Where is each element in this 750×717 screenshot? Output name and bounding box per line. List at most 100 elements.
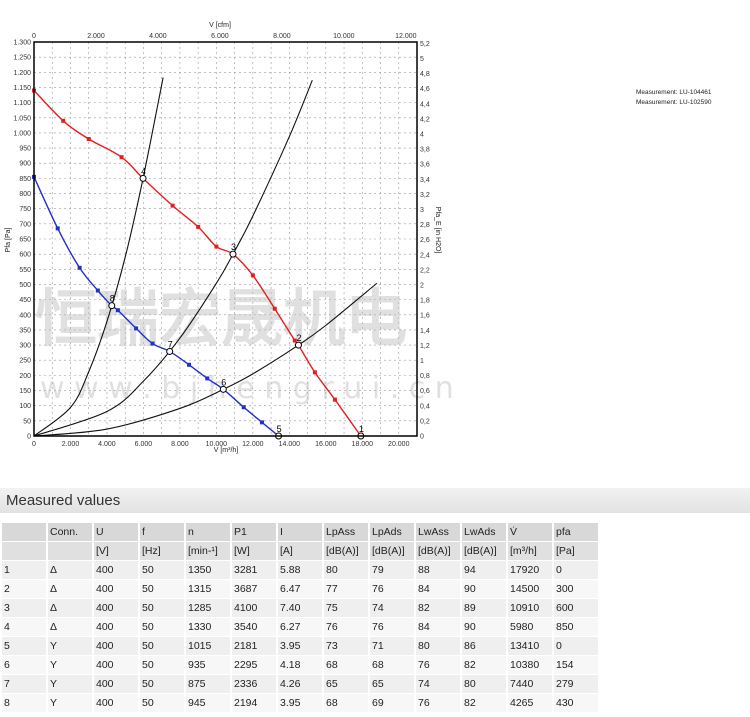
- table-cell: 76: [370, 580, 414, 598]
- y-tick-label: 800: [19, 191, 31, 198]
- y-tick-label: 350: [19, 327, 31, 334]
- table-cell: 68: [324, 656, 368, 674]
- y2-axis-label: Pfa_E [in H2O]: [434, 207, 441, 254]
- measurement-label-1: Measurement: LU-104461: [636, 89, 712, 96]
- table-cell: 400: [94, 599, 138, 617]
- operating-point: [294, 341, 302, 349]
- table-cell: 1315: [186, 580, 230, 598]
- data-point: [214, 244, 219, 249]
- measured-values-title: Measured values: [6, 492, 121, 509]
- y-tick-label: 600: [19, 252, 31, 259]
- y2-tick-label: 3: [420, 207, 424, 214]
- table-cell: 1330: [186, 618, 230, 636]
- y-tick-label: 300: [19, 343, 31, 350]
- operating-point: [229, 250, 237, 258]
- table-cell: 76: [416, 656, 460, 674]
- table-cell: 935: [186, 656, 230, 674]
- table-cell: 88: [416, 561, 460, 579]
- table-cell: 945: [186, 694, 230, 712]
- y-tick-label: 200: [19, 373, 31, 380]
- operating-point: [139, 174, 147, 182]
- x2-tick-label: 8.000: [273, 33, 291, 40]
- table-cell: 3687: [232, 580, 276, 598]
- y-tick-label: 400: [19, 312, 31, 319]
- table-cell: 2: [2, 580, 46, 598]
- y-tick-label: 150: [19, 388, 31, 395]
- table-cell: 68: [370, 656, 414, 674]
- table-cell: 84: [416, 580, 460, 598]
- table-cell: 79: [370, 561, 414, 579]
- x2-tick-label: 6.000: [211, 33, 229, 40]
- table-cell: 90: [462, 618, 506, 636]
- table-row: 7 Y 400 50 875 2336 4.26 65 65 74 80 7440 279: [2, 675, 598, 693]
- table-row: 5 Y 400 50 1015 2181 3.95 73 71 80 86 13410 0: [2, 637, 598, 655]
- data-point: [187, 362, 192, 367]
- data-point: [205, 376, 210, 381]
- x2-axis-label: V [cfm]: [209, 22, 231, 29]
- table-cell: 2194: [232, 694, 276, 712]
- table-cell: [A]: [278, 542, 322, 560]
- y2-tick-label: 1,2: [420, 343, 430, 350]
- data-point: [61, 118, 66, 123]
- y2-tick-label: 2,4: [420, 252, 430, 259]
- table-cell: 82: [416, 599, 460, 617]
- y-tick-label: 450: [19, 297, 31, 304]
- table-cell: f: [140, 523, 184, 541]
- table-cell: 50: [140, 694, 184, 712]
- table-cell: 400: [94, 637, 138, 655]
- x2-tick-label: 2.000: [87, 33, 105, 40]
- table-cell: 3: [2, 599, 46, 617]
- x-tick-label: 12.000: [242, 441, 264, 448]
- y2-tick-label: 3,2: [420, 192, 430, 199]
- table-cell: 400: [94, 580, 138, 598]
- table-cell: 10910: [508, 599, 552, 617]
- table-cell: 86: [462, 637, 506, 655]
- y2-tick-label: 4: [420, 132, 424, 139]
- data-point: [170, 203, 175, 208]
- table-cell: 3281: [232, 561, 276, 579]
- x-tick-label: 8.000: [171, 441, 189, 448]
- x-tick-label: 2.000: [62, 441, 80, 448]
- y2-tick-label: 5: [420, 56, 424, 63]
- y2-tick-label: 2: [420, 283, 424, 290]
- table-cell: 17920: [508, 561, 552, 579]
- y2-tick-label: 1,8: [420, 298, 430, 305]
- table-cell: 68: [324, 694, 368, 712]
- table-cell: 400: [94, 675, 138, 693]
- table-cell: 76: [370, 618, 414, 636]
- x2-tick-label: 10.000: [333, 33, 355, 40]
- table-cell: 14500: [508, 580, 552, 598]
- x-tick-label: 20.000: [388, 441, 410, 448]
- table-cell: [dB(A)]: [370, 542, 414, 560]
- table-cell: 76: [416, 694, 460, 712]
- data-point: [150, 341, 155, 346]
- table-cell: Y: [48, 675, 92, 693]
- table-cell: [Pa]: [554, 542, 598, 560]
- table-row: 8 Y 400 50 945 2194 3.95 68 69 76 82 4265 430: [2, 694, 598, 712]
- table-cell: 94: [462, 561, 506, 579]
- y-tick-label: 100: [19, 403, 31, 410]
- y2-tick-label: 2,8: [420, 222, 430, 229]
- table-cell: 1: [2, 561, 46, 579]
- watermark-cn: 恒瑞宏晟机电: [35, 282, 407, 355]
- system-curve-4: [33, 282, 378, 437]
- x-tick-label: 0: [32, 441, 36, 448]
- table-cell: 6.27: [278, 618, 322, 636]
- table-cell: 89: [462, 599, 506, 617]
- table-cell: 5.88: [278, 561, 322, 579]
- table-cell: 5980: [508, 618, 552, 636]
- table-cell: Δ: [48, 618, 92, 636]
- system-curve-3: [33, 79, 313, 437]
- data-point: [119, 155, 124, 160]
- table-cell: 8: [2, 694, 46, 712]
- y2-tick-label: 4,2: [420, 116, 430, 123]
- table-cell: 2181: [232, 637, 276, 655]
- y2-tick-label: 4,8: [420, 71, 430, 78]
- table-cell: 430: [554, 694, 598, 712]
- table-cell: 50: [140, 656, 184, 674]
- system-curve-2: [33, 77, 164, 437]
- y-tick-label: 1.150: [13, 85, 31, 92]
- table-cell: 65: [370, 675, 414, 693]
- table-cell: 4.18: [278, 656, 322, 674]
